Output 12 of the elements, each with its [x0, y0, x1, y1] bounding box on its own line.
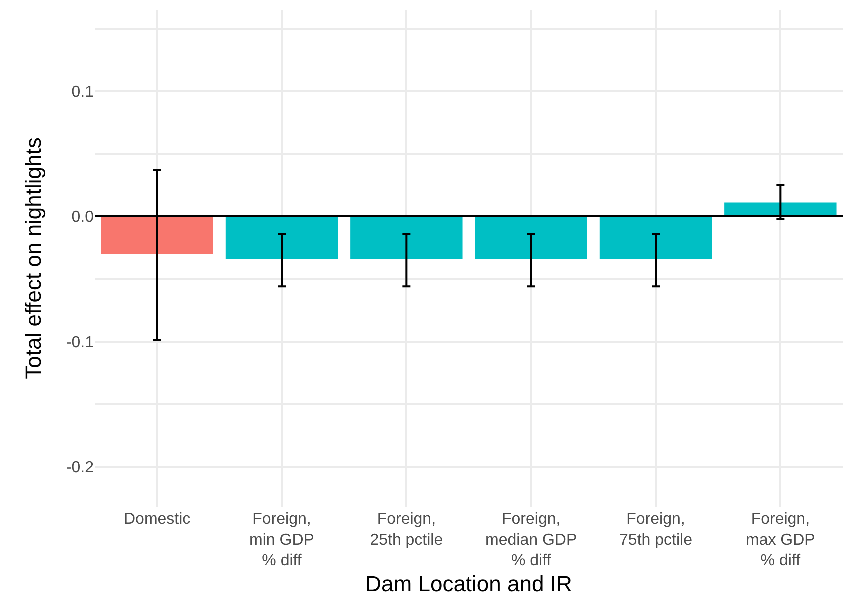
- y-tick-label: -0.1: [66, 334, 94, 352]
- x-axis-title: Dam Location and IR: [366, 572, 572, 597]
- y-tick-label: 0.0: [72, 209, 94, 226]
- x-tick-label: Domestic: [124, 511, 191, 528]
- x-tick-label: Foreign, min GDP % diff: [250, 511, 314, 570]
- x-tick-label: Foreign, median GDP % diff: [486, 511, 578, 570]
- x-tick-label: Foreign, 75th pctile: [620, 511, 693, 549]
- x-tick-label: Foreign, 25th pctile: [370, 511, 444, 549]
- x-tick-label: Foreign, max GDP % diff: [746, 511, 816, 570]
- y-tick-label: -0.2: [66, 460, 94, 477]
- y-tick-label: 0.1: [72, 84, 94, 101]
- y-axis-title: Total effect on nightlights: [21, 138, 46, 380]
